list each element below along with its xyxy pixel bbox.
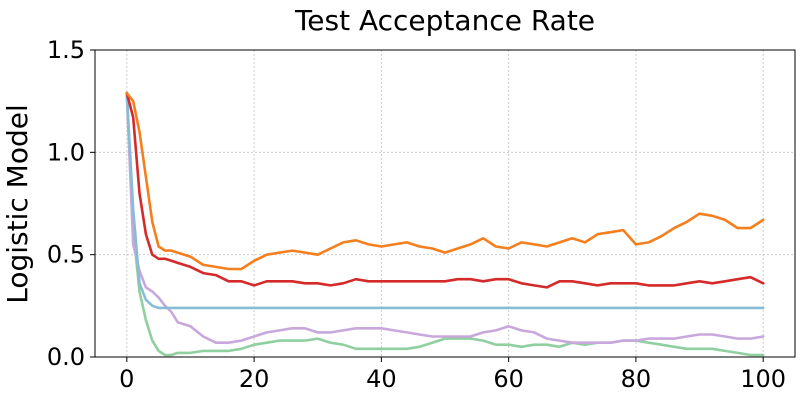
series-line-1 xyxy=(125,91,765,357)
x-tick-label: 100 xyxy=(740,365,786,393)
x-tick-label: 0 xyxy=(119,365,134,393)
series-line-5 xyxy=(125,91,765,271)
tick-labels: 0 20 40 60 80 100 0.0 0.5 1.0 1.5 xyxy=(47,36,786,393)
chart-title: Test Acceptance Rate xyxy=(294,4,595,37)
y-tick-label: 1.0 xyxy=(47,138,85,166)
x-tick-label: 60 xyxy=(493,365,524,393)
series-line-4 xyxy=(125,91,765,289)
y-tick-label: 1.5 xyxy=(47,36,85,64)
x-tick-label: 40 xyxy=(366,365,397,393)
series-group xyxy=(125,91,765,357)
y-axis-label: Logistic Model xyxy=(1,104,34,304)
y-tick-label: 0.5 xyxy=(47,241,85,269)
y-tick-label: 0.0 xyxy=(47,343,85,371)
x-tick-label: 80 xyxy=(621,365,652,393)
series-line-2 xyxy=(125,91,765,345)
grid xyxy=(95,49,795,358)
x-tick-label: 20 xyxy=(239,365,270,393)
series-line-3 xyxy=(125,91,765,310)
plot-frame xyxy=(94,49,796,358)
